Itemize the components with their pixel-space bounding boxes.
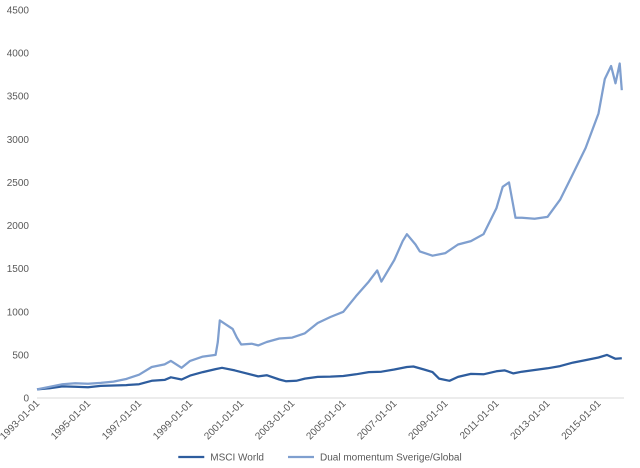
x-tick-label: 2013-01-01 xyxy=(509,398,553,442)
x-tick-label: 2001-01-01 xyxy=(202,398,246,442)
legend: MSCI World Dual momentum Sverige/Global xyxy=(178,453,462,464)
x-tick-label: 2015-01-01 xyxy=(560,398,604,442)
series-lines xyxy=(36,62,623,391)
x-tick-label: 2011-01-01 xyxy=(458,398,502,442)
x-axis-tick-labels: 1993-01-01 1995-01-01 1997-01-01 1999-01-01… xyxy=(0,398,604,442)
series-line-1 xyxy=(36,353,622,391)
y-tick-label: 4000 xyxy=(7,49,30,60)
legend-item: MSCI World xyxy=(178,453,264,464)
y-tick-label: 4500 xyxy=(7,6,30,17)
x-tick-label: 2009-01-01 xyxy=(407,398,451,442)
series-line-2 xyxy=(36,62,623,391)
legend-label: MSCI World xyxy=(210,453,264,464)
y-tick-label: 0 xyxy=(23,394,29,405)
y-tick-label: 3500 xyxy=(7,92,30,103)
y-tick-label: 1000 xyxy=(7,307,30,318)
y-axis-tick-labels: 0 500 1000 1500 2000 2500 3000 3500 4000 4500 xyxy=(7,6,30,405)
y-tick-label: 500 xyxy=(12,350,29,361)
x-tick-label: 1995-01-01 xyxy=(49,398,93,442)
x-tick-label: 1999-01-01 xyxy=(151,398,195,442)
y-tick-label: 3000 xyxy=(7,135,30,146)
x-tick-label: 2003-01-01 xyxy=(253,398,297,442)
y-tick-label: 2000 xyxy=(7,221,30,232)
legend-label: Dual momentum Sverige/Global xyxy=(320,453,462,464)
x-tick-label: 2007-01-01 xyxy=(355,398,399,442)
x-tick-label: 2005-01-01 xyxy=(304,398,348,442)
y-tick-label: 1500 xyxy=(7,264,30,275)
y-tick-label: 2500 xyxy=(7,178,30,189)
legend-item: Dual momentum Sverige/Global xyxy=(287,453,462,464)
x-tick-label: 1997-01-01 xyxy=(100,398,144,442)
x-tick-label: 1993-01-01 xyxy=(0,398,42,442)
